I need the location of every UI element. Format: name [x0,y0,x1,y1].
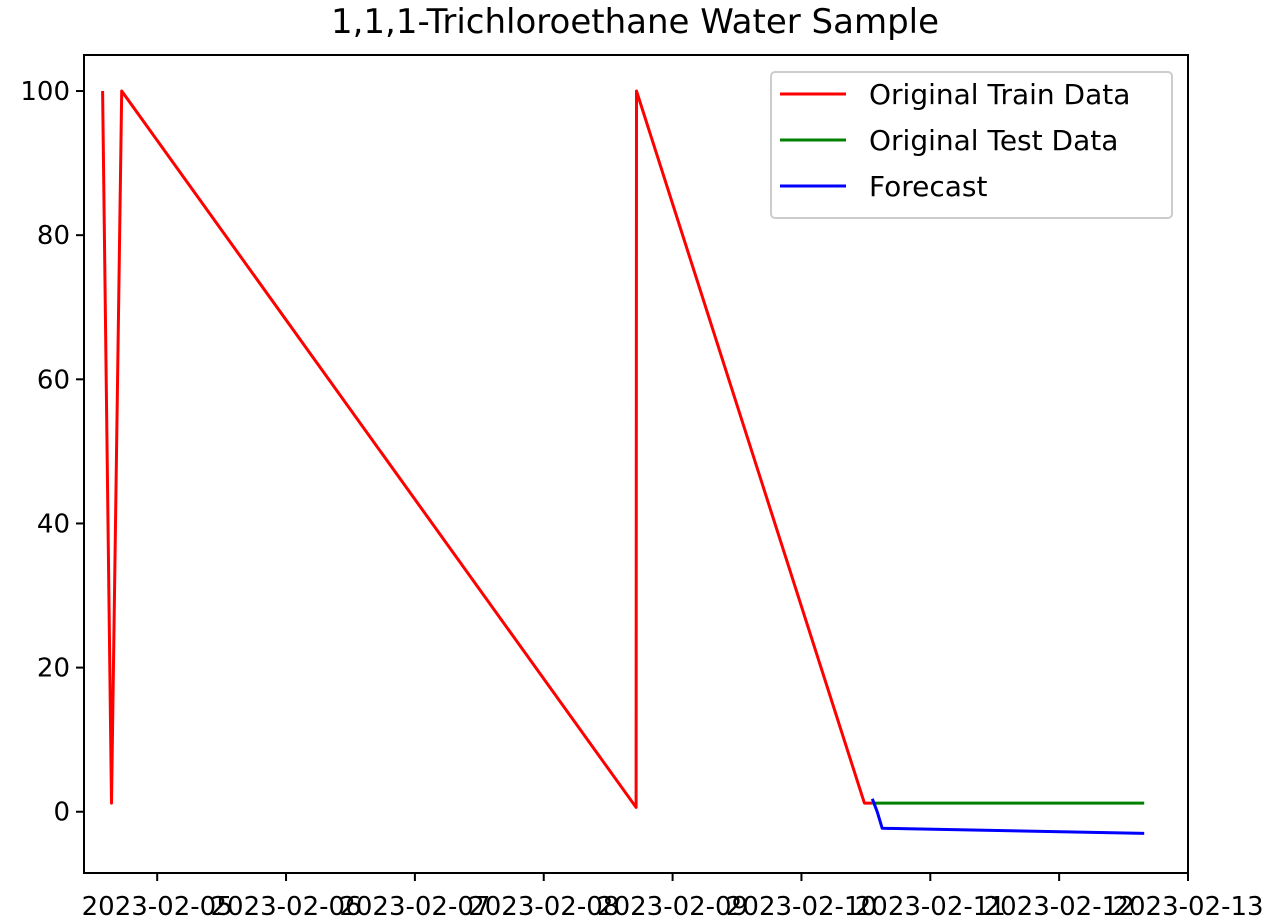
legend-label-train: Original Train Data [869,78,1130,111]
x-axis: 2023-02-052023-02-062023-02-072023-02-08… [82,873,1264,922]
y-tick-label: 60 [37,365,70,395]
x-tick-label: 2023-02-07 [339,892,490,922]
x-tick-label: 2023-02-09 [597,892,748,922]
y-tick-label: 80 [37,221,70,251]
y-tick-label: 20 [37,654,70,684]
y-axis: 0 20 40 60 80 100 [20,77,84,828]
series-layer [101,89,1145,835]
plot-area-frame [83,54,1189,874]
x-tick-label: 2023-02-06 [210,892,361,922]
x-tick-label: 2023-02-05 [82,892,233,922]
legend-label-test: Original Test Data [869,124,1118,157]
x-tick-label: 2023-02-08 [468,892,619,922]
series-line-forecast [870,798,1145,835]
legend-label-forecast: Forecast [869,170,988,203]
x-tick-label: 2023-02-12 [984,892,1135,922]
y-tick-label: 100 [20,77,70,107]
series-line-original-train-data [101,89,873,809]
chart-title: 1,1,1-Trichloroethane Water Sample [331,2,939,42]
legend-box [770,71,1173,219]
y-tick-label: 0 [53,798,70,828]
x-tick-label: 2023-02-13 [1112,892,1263,922]
y-tick-label: 40 [37,509,70,539]
x-tick-label: 2023-02-11 [855,892,1006,922]
x-tick-label: 2023-02-10 [726,892,877,922]
legend: Original Train Data Original Test Data F… [770,71,1173,219]
